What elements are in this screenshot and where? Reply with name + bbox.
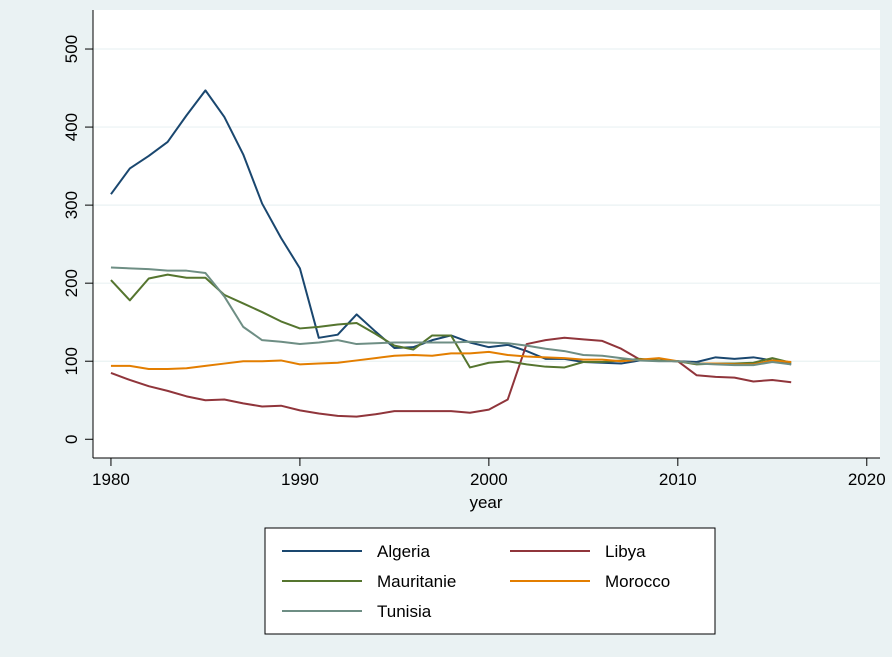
legend-label: Libya [605, 542, 646, 561]
y-tick-label: 0 [62, 435, 81, 444]
legend-label: Morocco [605, 572, 670, 591]
x-tick-label: 2000 [470, 470, 508, 489]
x-tick-label: 2010 [659, 470, 697, 489]
y-tick-label: 200 [62, 269, 81, 297]
series-line [110, 266, 792, 367]
y-tick-label: 400 [62, 113, 81, 141]
y-tick-label: 100 [62, 347, 81, 375]
plot-area [93, 10, 880, 458]
y-tick-label: 500 [62, 35, 81, 63]
x-axis-label: year [469, 493, 502, 512]
x-tick-label: 1990 [281, 470, 319, 489]
legend-label: Tunisia [377, 602, 432, 621]
legend-label: Mauritanie [377, 572, 456, 591]
x-tick-label: 2020 [848, 470, 886, 489]
x-tick-label: 1980 [92, 470, 130, 489]
legend-label: Algeria [377, 542, 430, 561]
y-tick-label: 300 [62, 191, 81, 219]
